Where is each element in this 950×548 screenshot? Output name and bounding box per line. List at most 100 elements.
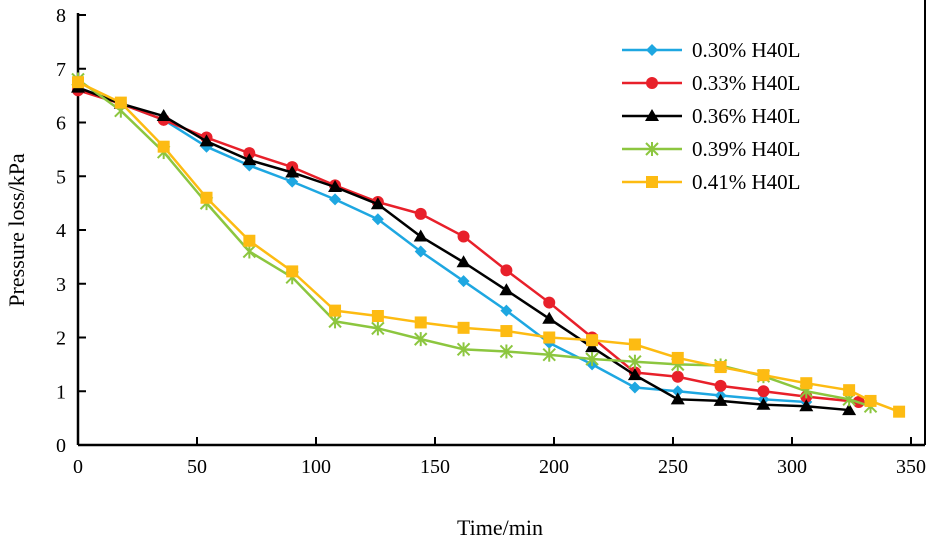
diamond-marker [371,213,384,226]
star-marker [371,321,385,336]
triangle-marker [156,109,171,122]
star-marker [499,344,514,359]
square-marker [500,325,513,338]
square-marker [864,394,877,407]
x-axis-label: Time/min [457,515,543,540]
series-square [72,76,906,418]
x-tick-label: 100 [301,456,331,478]
triangle-marker [842,403,857,416]
square-marker [457,321,470,334]
axes: 0 1 2 3 4 5 6 7 8 0 50 100 150 200 250 300 350 [56,0,926,478]
x-tick-label: 0 [73,456,83,478]
y-tick-label: 0 [56,435,66,457]
legend-item: 0.41% H40L [622,170,801,194]
x-tick-label: 150 [420,456,450,478]
diamond-marker [414,245,427,258]
star-marker [414,332,428,347]
circle-marker [543,296,556,309]
triangle-marker [413,229,428,242]
triangle-marker [799,399,814,412]
diamond-marker [286,175,299,188]
star-marker [456,342,471,357]
legend-label: 0.36% H40L [692,104,801,128]
legend-label: 0.41% H40L [692,170,801,194]
triangle-marker [756,397,771,410]
y-tick-label: 6 [56,113,66,135]
diamond-marker [457,275,470,288]
y-tick-label: 8 [56,5,66,27]
x-tick-label: 50 [187,456,207,478]
square-marker [893,405,906,418]
x-tick-label: 350 [896,456,926,478]
square-marker [671,351,684,364]
circle-marker [757,385,770,398]
triangle-marker [456,255,471,268]
triangle-marker [670,392,685,405]
triangle-marker [645,109,659,121]
legend-item: 0.33% H40L [622,71,801,95]
y-tick-label: 5 [56,166,66,188]
square-marker [757,369,770,382]
legend-label: 0.30% H40L [692,38,801,62]
star-marker [585,352,599,366]
diamond-marker [671,385,684,398]
x-tick-label: 300 [777,456,807,478]
x-tick-label: 200 [539,456,569,478]
square-marker [243,234,256,247]
triangle-marker [285,165,300,178]
diamond-marker [500,304,513,317]
series-line [77,81,900,413]
circle-marker [671,370,684,383]
x-tick-label: 250 [658,456,688,478]
legend-label: 0.33% H40L [692,71,801,95]
series-line [77,78,871,408]
star-marker [328,314,342,329]
y-tick-label: 2 [56,328,66,350]
square-marker [114,96,127,109]
circle-marker [646,77,658,89]
circle-marker [457,230,470,243]
square-marker [586,334,599,347]
diamond-marker [646,44,658,56]
square-marker [800,377,813,390]
star-marker [645,142,659,156]
square-marker [414,316,427,329]
series-triangle [71,80,857,416]
star-marker [242,244,257,259]
star-marker [542,347,556,362]
y-tick-label: 7 [56,59,66,81]
series-diamond [72,81,813,408]
series-group [71,72,906,418]
series-line [77,86,850,412]
y-tick-label: 1 [56,381,66,403]
legend: 0.30% H40L 0.33% H40L 0.36% H40L 0.39% H40L… [622,38,801,194]
triangle-marker [542,311,557,324]
y-tick-label: 4 [56,220,66,242]
triangle-marker [627,368,642,381]
circle-marker [714,379,727,392]
square-marker [646,176,658,188]
triangle-marker [199,134,214,147]
triangle-marker [328,180,343,192]
circle-marker [414,207,427,220]
legend-label: 0.39% H40L [692,137,801,161]
star-marker [628,354,642,369]
legend-item: 0.39% H40L [622,137,801,161]
square-marker [714,361,727,374]
square-marker [72,76,84,89]
square-marker [329,304,342,317]
diamond-marker [329,193,342,206]
square-marker [286,265,299,278]
square-marker [543,331,556,344]
series-line [77,86,807,404]
triangle-marker [499,283,514,296]
y-axis-label: Pressure loss/kPa [4,153,29,307]
y-tick-label: 3 [56,274,66,296]
square-marker [628,338,641,351]
triangle-marker [370,197,385,210]
square-marker [843,384,856,397]
square-marker [157,140,170,153]
triangle-marker [242,153,257,166]
triangle-marker [713,393,728,406]
